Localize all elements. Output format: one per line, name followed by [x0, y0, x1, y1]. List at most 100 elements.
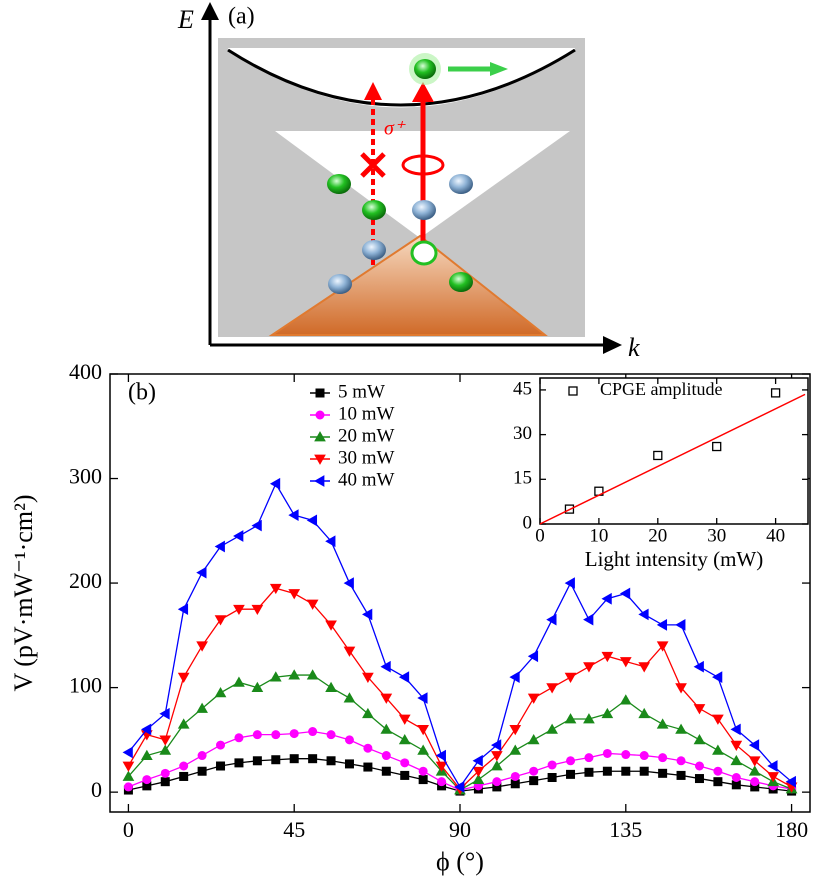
marker	[159, 707, 170, 720]
marker	[196, 566, 207, 579]
marker	[325, 681, 337, 692]
marker	[362, 608, 373, 621]
marker	[398, 734, 411, 745]
marker	[712, 441, 722, 452]
y-tick-label: 45	[513, 378, 532, 399]
marker	[437, 777, 447, 787]
marker	[269, 671, 282, 682]
legend-label: 10 mW	[338, 403, 395, 424]
marker	[621, 750, 631, 760]
marker	[252, 730, 262, 740]
legend-label: 40 mW	[338, 469, 395, 490]
marker	[417, 692, 428, 704]
marker	[748, 765, 761, 776]
y-tick-label: 0	[523, 512, 533, 533]
marker	[675, 683, 687, 694]
marker	[472, 766, 485, 778]
marker	[140, 723, 152, 736]
marker	[288, 669, 301, 680]
marker	[785, 775, 796, 788]
marker	[694, 761, 704, 771]
marker	[712, 714, 724, 725]
legend-label: 5 mW	[338, 381, 385, 402]
x-axis-label: Light intensity (mW)	[585, 547, 763, 571]
marker	[159, 735, 172, 746]
marker	[490, 739, 502, 751]
legend-marker	[315, 410, 325, 420]
marker	[271, 730, 281, 740]
marker	[676, 756, 686, 766]
marker	[748, 739, 760, 751]
marker	[400, 758, 410, 768]
axis-label: k	[628, 333, 640, 362]
marker	[251, 604, 264, 616]
marker	[730, 723, 741, 736]
band-curve	[227, 48, 576, 107]
marker	[179, 771, 189, 781]
marker	[344, 759, 354, 769]
marker	[122, 770, 135, 781]
arrow-head	[412, 82, 434, 102]
marker	[566, 769, 576, 779]
x-tick-label: 10	[589, 525, 608, 546]
marker	[653, 450, 663, 461]
x-tick-label: 40	[766, 525, 785, 546]
marker	[362, 707, 374, 719]
marker	[308, 727, 318, 737]
series-line	[128, 730, 792, 791]
marker	[712, 744, 724, 755]
marker	[675, 619, 686, 631]
x-tick-label: 0	[123, 817, 134, 842]
marker	[638, 707, 651, 719]
marker	[490, 760, 503, 771]
arrow-head	[490, 62, 508, 76]
marker	[398, 714, 411, 725]
marker	[770, 388, 781, 398]
marker	[454, 781, 465, 793]
marker	[693, 660, 704, 673]
marker	[381, 751, 391, 761]
marker	[288, 509, 299, 521]
marker	[326, 756, 336, 766]
marker	[656, 619, 668, 631]
panel-label: (b)	[128, 380, 156, 406]
marker	[122, 746, 133, 759]
marker	[564, 504, 575, 514]
marker	[233, 604, 245, 616]
marker	[510, 771, 520, 781]
marker	[418, 766, 428, 776]
marker	[234, 758, 244, 768]
y-tick-label: 400	[69, 359, 102, 384]
y-tick-label: 100	[69, 673, 102, 698]
marker	[638, 608, 649, 621]
marker	[564, 577, 575, 589]
marker	[289, 754, 299, 764]
marker	[527, 693, 540, 704]
marker	[142, 775, 152, 785]
marker	[750, 782, 760, 792]
marker	[730, 740, 743, 751]
marker	[289, 729, 299, 739]
marker	[601, 707, 614, 719]
marker	[583, 662, 595, 673]
marker	[546, 683, 558, 694]
marker	[308, 754, 318, 764]
legend-label: 20 mW	[338, 425, 395, 446]
marker	[638, 662, 651, 673]
legend-marker	[314, 475, 325, 487]
marker	[510, 779, 520, 789]
marker	[529, 766, 539, 776]
marker	[713, 777, 723, 787]
marker	[123, 782, 133, 792]
marker	[196, 641, 208, 652]
series-line	[127, 482, 793, 789]
marker	[675, 723, 687, 734]
legend-marker	[314, 431, 326, 442]
marker	[160, 768, 170, 778]
spins	[327, 174, 473, 294]
marker	[492, 782, 502, 792]
annotation: σ⁺	[384, 118, 406, 140]
marker	[619, 694, 632, 705]
marker	[693, 704, 706, 715]
marker	[159, 744, 172, 755]
